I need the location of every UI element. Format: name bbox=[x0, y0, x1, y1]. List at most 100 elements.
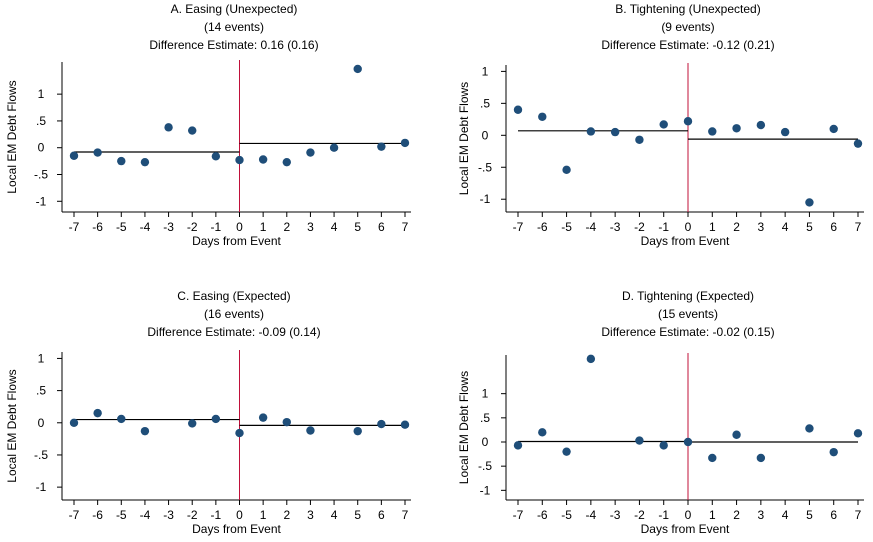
x-tick-label: -1 bbox=[658, 220, 669, 234]
data-point bbox=[93, 408, 102, 418]
x-axis-label: Days from Event bbox=[192, 234, 281, 248]
x-tick-label: 7 bbox=[402, 220, 409, 234]
x-tick-label: 7 bbox=[855, 220, 862, 234]
x-tick-label: 7 bbox=[402, 508, 409, 522]
x-tick-label: 4 bbox=[331, 508, 338, 522]
chart-title: C. Easing (Expected) bbox=[177, 289, 290, 303]
x-tick-label: 0 bbox=[685, 220, 692, 234]
data-point bbox=[708, 453, 717, 463]
x-tick-label: -4 bbox=[140, 508, 151, 522]
x-tick-label: -6 bbox=[92, 508, 103, 522]
data-point bbox=[780, 127, 790, 137]
y-tick-label: -1 bbox=[480, 192, 491, 206]
chart-subtitle: (14 events) bbox=[204, 20, 264, 34]
data-point bbox=[805, 424, 814, 433]
data-point bbox=[235, 428, 244, 438]
y-tick-label: .5 bbox=[36, 384, 46, 398]
data-point bbox=[635, 436, 644, 445]
x-tick-label: 0 bbox=[236, 508, 243, 522]
y-tick-label: -.5 bbox=[478, 459, 492, 473]
y-axis-label: Local EM Debt Flows bbox=[5, 369, 19, 482]
x-tick-label: -7 bbox=[513, 508, 524, 522]
x-tick-label: 5 bbox=[806, 220, 813, 234]
data-point bbox=[683, 437, 693, 447]
y-tick-label: 1 bbox=[38, 351, 45, 365]
y-tick-label: 0 bbox=[38, 416, 45, 430]
x-tick-label: 2 bbox=[283, 220, 290, 234]
x-tick-label: 1 bbox=[260, 508, 267, 522]
data-point bbox=[853, 139, 863, 148]
data-point bbox=[353, 426, 362, 436]
x-tick-label: -3 bbox=[610, 220, 621, 234]
data-point bbox=[117, 156, 126, 166]
data-point bbox=[258, 155, 268, 164]
x-tick-label: 4 bbox=[782, 508, 789, 522]
difference-estimate: Difference Estimate: -0.12 (0.21) bbox=[601, 38, 774, 52]
chart-subtitle: (16 events) bbox=[204, 307, 264, 321]
data-point bbox=[306, 148, 315, 157]
y-tick-label: 1 bbox=[38, 87, 45, 101]
data-point bbox=[513, 441, 523, 450]
x-tick-label: -1 bbox=[658, 508, 669, 522]
data-point bbox=[732, 124, 741, 133]
x-tick-label: -5 bbox=[116, 508, 127, 522]
data-point bbox=[258, 413, 268, 422]
data-point bbox=[188, 126, 197, 135]
x-tick-label: 2 bbox=[283, 508, 290, 522]
data-point bbox=[282, 157, 291, 167]
data-point bbox=[377, 419, 386, 429]
data-point bbox=[610, 127, 620, 137]
x-tick-label: 4 bbox=[331, 220, 338, 234]
x-tick-label: 3 bbox=[307, 220, 314, 234]
data-point bbox=[117, 414, 126, 424]
x-tick-label: 3 bbox=[307, 508, 314, 522]
data-point bbox=[853, 429, 863, 438]
y-tick-label: 0 bbox=[482, 128, 489, 142]
chart-subtitle: (9 events) bbox=[661, 20, 714, 34]
data-point bbox=[708, 127, 717, 136]
data-point bbox=[211, 414, 221, 424]
y-axis-label: Local EM Debt Flows bbox=[457, 82, 471, 195]
x-axis-label: Days from Event bbox=[641, 234, 730, 248]
chart-title: D. Tightening (Expected) bbox=[622, 289, 754, 303]
x-tick-label: 5 bbox=[806, 508, 813, 522]
x-tick-label: -6 bbox=[537, 220, 548, 234]
difference-estimate: Difference Estimate: 0.16 (0.16) bbox=[149, 38, 318, 52]
data-point bbox=[282, 417, 291, 427]
x-tick-label: -6 bbox=[537, 508, 548, 522]
x-tick-label: -2 bbox=[634, 220, 645, 234]
data-point bbox=[683, 117, 693, 126]
y-axis-label: Local EM Debt Flows bbox=[457, 371, 471, 484]
data-point bbox=[140, 157, 150, 167]
x-tick-label: 7 bbox=[855, 508, 862, 522]
chart-panel: A. Easing (Unexpected) (14 events) Differe… bbox=[5, 2, 411, 248]
chart-panel: D. Tightening (Expected) (15 events) Diffe… bbox=[457, 289, 864, 536]
x-tick-label: 6 bbox=[378, 508, 385, 522]
data-point bbox=[69, 151, 79, 160]
x-tick-label: 1 bbox=[709, 220, 716, 234]
data-point bbox=[211, 152, 221, 161]
data-point bbox=[756, 120, 766, 130]
x-tick-label: 3 bbox=[758, 508, 765, 522]
x-tick-label: -4 bbox=[586, 220, 597, 234]
data-point bbox=[586, 127, 596, 136]
chart-panel: B. Tightening (Unexpected) (9 events) Diff… bbox=[457, 2, 864, 248]
x-tick-label: 6 bbox=[830, 508, 837, 522]
x-tick-label: -1 bbox=[211, 508, 222, 522]
y-tick-label: 0 bbox=[482, 435, 489, 449]
x-tick-label: -6 bbox=[92, 220, 103, 234]
y-tick-label: -.5 bbox=[478, 160, 492, 174]
data-point bbox=[329, 143, 339, 152]
data-point bbox=[400, 420, 410, 429]
y-tick-label: -1 bbox=[36, 480, 47, 494]
y-axis-label: Local EM Debt Flows bbox=[5, 80, 19, 193]
y-tick-label: 1 bbox=[482, 387, 489, 401]
data-point bbox=[659, 120, 668, 129]
x-tick-label: -3 bbox=[163, 508, 174, 522]
x-tick-label: -1 bbox=[211, 220, 222, 234]
data-point bbox=[306, 426, 315, 435]
x-tick-label: 0 bbox=[236, 220, 243, 234]
x-tick-label: -7 bbox=[69, 220, 80, 234]
x-tick-label: 6 bbox=[830, 220, 837, 234]
data-point bbox=[805, 198, 814, 207]
